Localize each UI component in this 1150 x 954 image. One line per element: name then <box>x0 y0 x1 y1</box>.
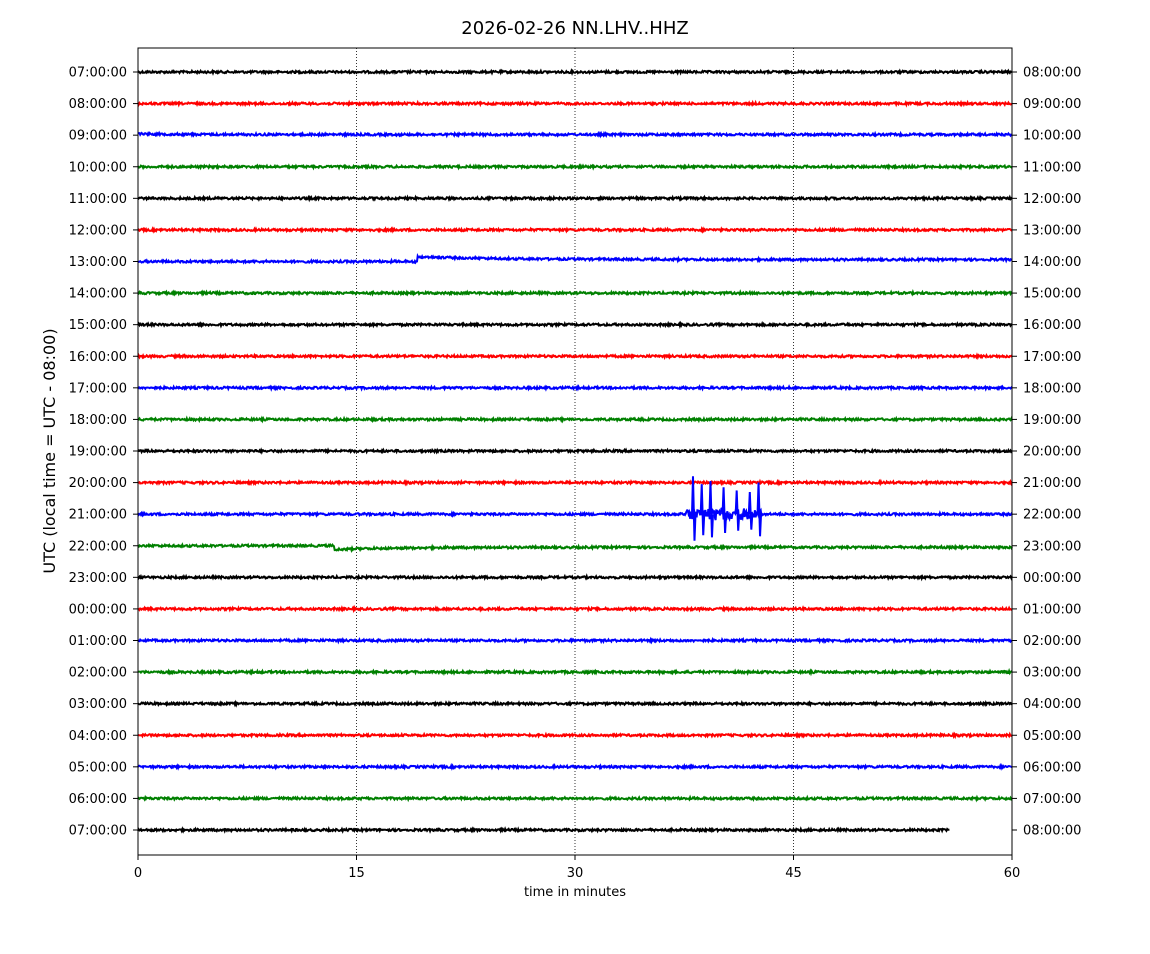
row-label-right: 16:00:00 <box>1023 318 1081 333</box>
row-label-right: 03:00:00 <box>1023 666 1081 681</box>
row-label-right: 23:00:00 <box>1023 539 1081 554</box>
trace-row-20 <box>137 699 1013 708</box>
trace-row-8 <box>137 320 1013 330</box>
trace-row-16 <box>137 573 1013 582</box>
seismic-spike <box>734 490 741 531</box>
row-label-left: 05:00:00 <box>69 760 127 775</box>
trace-row-5 <box>137 225 1013 234</box>
row-label-left: 01:00:00 <box>69 634 127 649</box>
seismic-spike <box>756 482 763 537</box>
y-axis-label: UTC (local time = UTC - 08:00) <box>40 328 59 573</box>
trace-row-0 <box>137 67 1013 76</box>
trace-row-15 <box>137 542 1013 554</box>
row-label-right: 01:00:00 <box>1023 602 1081 617</box>
row-label-right: 06:00:00 <box>1023 760 1081 775</box>
row-label-left: 09:00:00 <box>69 129 127 144</box>
row-label-left: 08:00:00 <box>69 97 127 112</box>
row-label-right: 11:00:00 <box>1023 160 1081 175</box>
row-label-left: 02:00:00 <box>69 666 127 681</box>
row-label-left: 18:00:00 <box>69 413 127 428</box>
chart-title: 2026-02-26 NN.LHV..HHZ <box>461 18 688 39</box>
trace-row-2 <box>137 130 1013 139</box>
seismic-spike <box>699 484 706 536</box>
seismic-spike <box>708 480 714 538</box>
row-label-left: 19:00:00 <box>69 445 127 460</box>
row-label-right: 15:00:00 <box>1023 287 1081 302</box>
trace-row-19 <box>137 667 1013 677</box>
trace-row-17 <box>137 604 1012 614</box>
row-label-left: 04:00:00 <box>69 729 127 744</box>
row-label-left: 03:00:00 <box>69 697 127 712</box>
trace-row-22 <box>137 762 1013 771</box>
row-label-right: 14:00:00 <box>1023 255 1081 270</box>
row-label-left: 07:00:00 <box>69 66 127 81</box>
row-label-right: 13:00:00 <box>1023 223 1081 238</box>
trace-row-9 <box>137 352 1013 361</box>
row-label-right: 22:00:00 <box>1023 508 1081 523</box>
row-label-left: 22:00:00 <box>69 539 127 554</box>
row-label-right: 04:00:00 <box>1023 697 1081 712</box>
trace-row-13 <box>137 478 1013 487</box>
x-tick-label: 0 <box>134 866 142 881</box>
trace-row-3 <box>137 162 1013 171</box>
trace-row-7 <box>137 289 1013 297</box>
row-label-right: 07:00:00 <box>1023 792 1081 807</box>
seismic-spike <box>721 487 728 534</box>
row-label-right: 05:00:00 <box>1023 729 1081 744</box>
trace-row-1 <box>137 99 1013 108</box>
row-label-right: 20:00:00 <box>1023 445 1081 460</box>
x-axis-label: time in minutes <box>524 885 626 900</box>
row-label-right: 08:00:00 <box>1023 66 1081 81</box>
row-label-right: 02:00:00 <box>1023 634 1081 649</box>
row-label-left: 07:00:00 <box>69 824 127 839</box>
row-label-left: 12:00:00 <box>69 223 127 238</box>
row-label-right: 09:00:00 <box>1023 97 1081 112</box>
row-label-right: 12:00:00 <box>1023 192 1081 207</box>
row-label-right: 18:00:00 <box>1023 381 1081 396</box>
row-label-right: 00:00:00 <box>1023 571 1081 586</box>
x-tick-label: 15 <box>348 866 365 881</box>
row-label-left: 15:00:00 <box>69 318 127 333</box>
trace-row-6 <box>137 252 1013 266</box>
row-label-left: 20:00:00 <box>69 476 127 491</box>
trace-row-18 <box>137 636 1013 645</box>
x-tick-label: 60 <box>1004 866 1021 881</box>
seismic-spike <box>690 476 697 541</box>
row-label-left: 13:00:00 <box>69 255 127 270</box>
row-label-left: 00:00:00 <box>69 602 127 617</box>
x-tick-label: 45 <box>785 866 802 881</box>
seismic-spike <box>747 492 754 530</box>
row-label-right: 21:00:00 <box>1023 476 1081 491</box>
row-label-left: 21:00:00 <box>69 508 127 523</box>
row-label-left: 11:00:00 <box>69 192 127 207</box>
trace-row-21 <box>137 731 1013 740</box>
row-label-left: 10:00:00 <box>69 160 127 175</box>
row-label-right: 10:00:00 <box>1023 129 1081 144</box>
trace-row-4 <box>137 194 1013 203</box>
row-label-left: 23:00:00 <box>69 571 127 586</box>
trace-row-11 <box>137 415 1013 424</box>
trace-row-14 <box>137 506 1013 523</box>
row-label-left: 17:00:00 <box>69 381 127 396</box>
trace-row-23 <box>137 794 1013 803</box>
row-label-right: 08:00:00 <box>1023 824 1081 839</box>
x-tick-label: 30 <box>567 866 584 881</box>
row-label-right: 17:00:00 <box>1023 350 1081 365</box>
row-label-right: 19:00:00 <box>1023 413 1081 428</box>
row-label-left: 06:00:00 <box>69 792 127 807</box>
trace-row-12 <box>137 447 1013 455</box>
row-label-left: 14:00:00 <box>69 287 127 302</box>
trace-row-24 <box>137 826 950 834</box>
trace-row-10 <box>137 383 1013 392</box>
row-label-left: 16:00:00 <box>69 350 127 365</box>
